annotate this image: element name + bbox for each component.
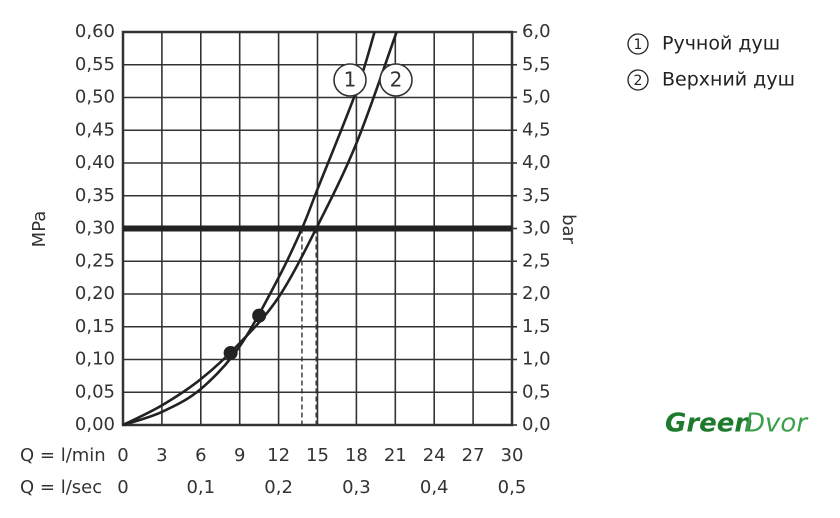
curve-label-circle	[333, 63, 367, 97]
y-tick-label: 0,45	[75, 119, 115, 140]
y-tick-label: 0,40	[75, 152, 115, 173]
y-tick-label: 0,10	[75, 349, 115, 370]
curve-label: 1	[344, 68, 357, 92]
x2-tick-label: 0,1	[186, 477, 215, 498]
legend-symbol	[627, 33, 649, 55]
x-tick-label: 18	[345, 445, 368, 466]
y-tick-label: 0,20	[75, 283, 115, 304]
x-tick-label: 21	[384, 445, 407, 466]
y2-axis-label: bar	[558, 214, 579, 244]
y-tick-label: 0,05	[75, 381, 115, 402]
curve	[122, 31, 398, 427]
y2-tick-label: 3,0	[522, 218, 551, 239]
curve	[122, 31, 376, 427]
x2-tick-label: 0,2	[264, 477, 293, 498]
y2-tick-label: 4,5	[522, 119, 551, 140]
y2-tick-label: 5,5	[522, 54, 551, 75]
x-axis-label: Q = l/min	[20, 445, 106, 466]
legend-number: 2	[634, 73, 643, 89]
y2-tick-label: 2,5	[522, 250, 551, 271]
legend-symbol	[627, 69, 649, 91]
point	[252, 308, 267, 323]
y-tick-label: 0,55	[75, 54, 115, 75]
y-tick-label: 0,60	[75, 21, 115, 42]
x2-tick-label: 0,5	[498, 477, 527, 498]
y-tick-label: 0,00	[75, 414, 115, 435]
x-tick-label: 9	[234, 445, 245, 466]
x-tick-label: 24	[423, 445, 446, 466]
y2-tick-label: 4,0	[522, 152, 551, 173]
y-tick-label: 0,15	[75, 316, 115, 337]
x-tick-label: 6	[195, 445, 206, 466]
x2-axis-label: Q = l/sec	[20, 477, 102, 498]
y2-tick-label: 0,5	[522, 381, 551, 402]
point	[223, 345, 238, 360]
legend-number: 1	[634, 37, 643, 53]
y2-tick-label: 6,0	[522, 21, 551, 42]
y2-tick-label: 3,5	[522, 185, 551, 206]
legend-label: Верхний душ	[662, 69, 795, 91]
x-tick-label: 30	[501, 445, 524, 466]
y2-tick-label: 5,0	[522, 87, 551, 108]
y2-tick-label: 2,0	[522, 283, 551, 304]
y2-tick-label: 0,0	[522, 414, 551, 435]
x-tick-label: 12	[267, 445, 290, 466]
x-tick-label: 15	[306, 445, 329, 466]
curve-label-circle	[379, 63, 413, 97]
x2-tick-label: 0,4	[420, 477, 449, 498]
y2-tick-label: 1,5	[522, 316, 551, 337]
x2-tick-label: 0,3	[342, 477, 371, 498]
y-tick-label: 0,50	[75, 87, 115, 108]
watermark: Green	[665, 409, 753, 439]
watermark: Dvor	[745, 409, 809, 439]
y2-tick-label: 1,0	[522, 349, 551, 370]
y-axis-label: MPa	[29, 211, 50, 248]
x-tick-label: 3	[156, 445, 167, 466]
curve-label: 2	[390, 68, 403, 92]
x-tick-label: 0	[117, 445, 128, 466]
x2-tick-label: 0	[117, 477, 128, 498]
x-tick-label: 27	[462, 445, 485, 466]
y-tick-label: 0,30	[75, 218, 115, 239]
y-tick-label: 0,35	[75, 185, 115, 206]
y-tick-label: 0,25	[75, 250, 115, 271]
legend-label: Ручной душ	[662, 33, 780, 55]
